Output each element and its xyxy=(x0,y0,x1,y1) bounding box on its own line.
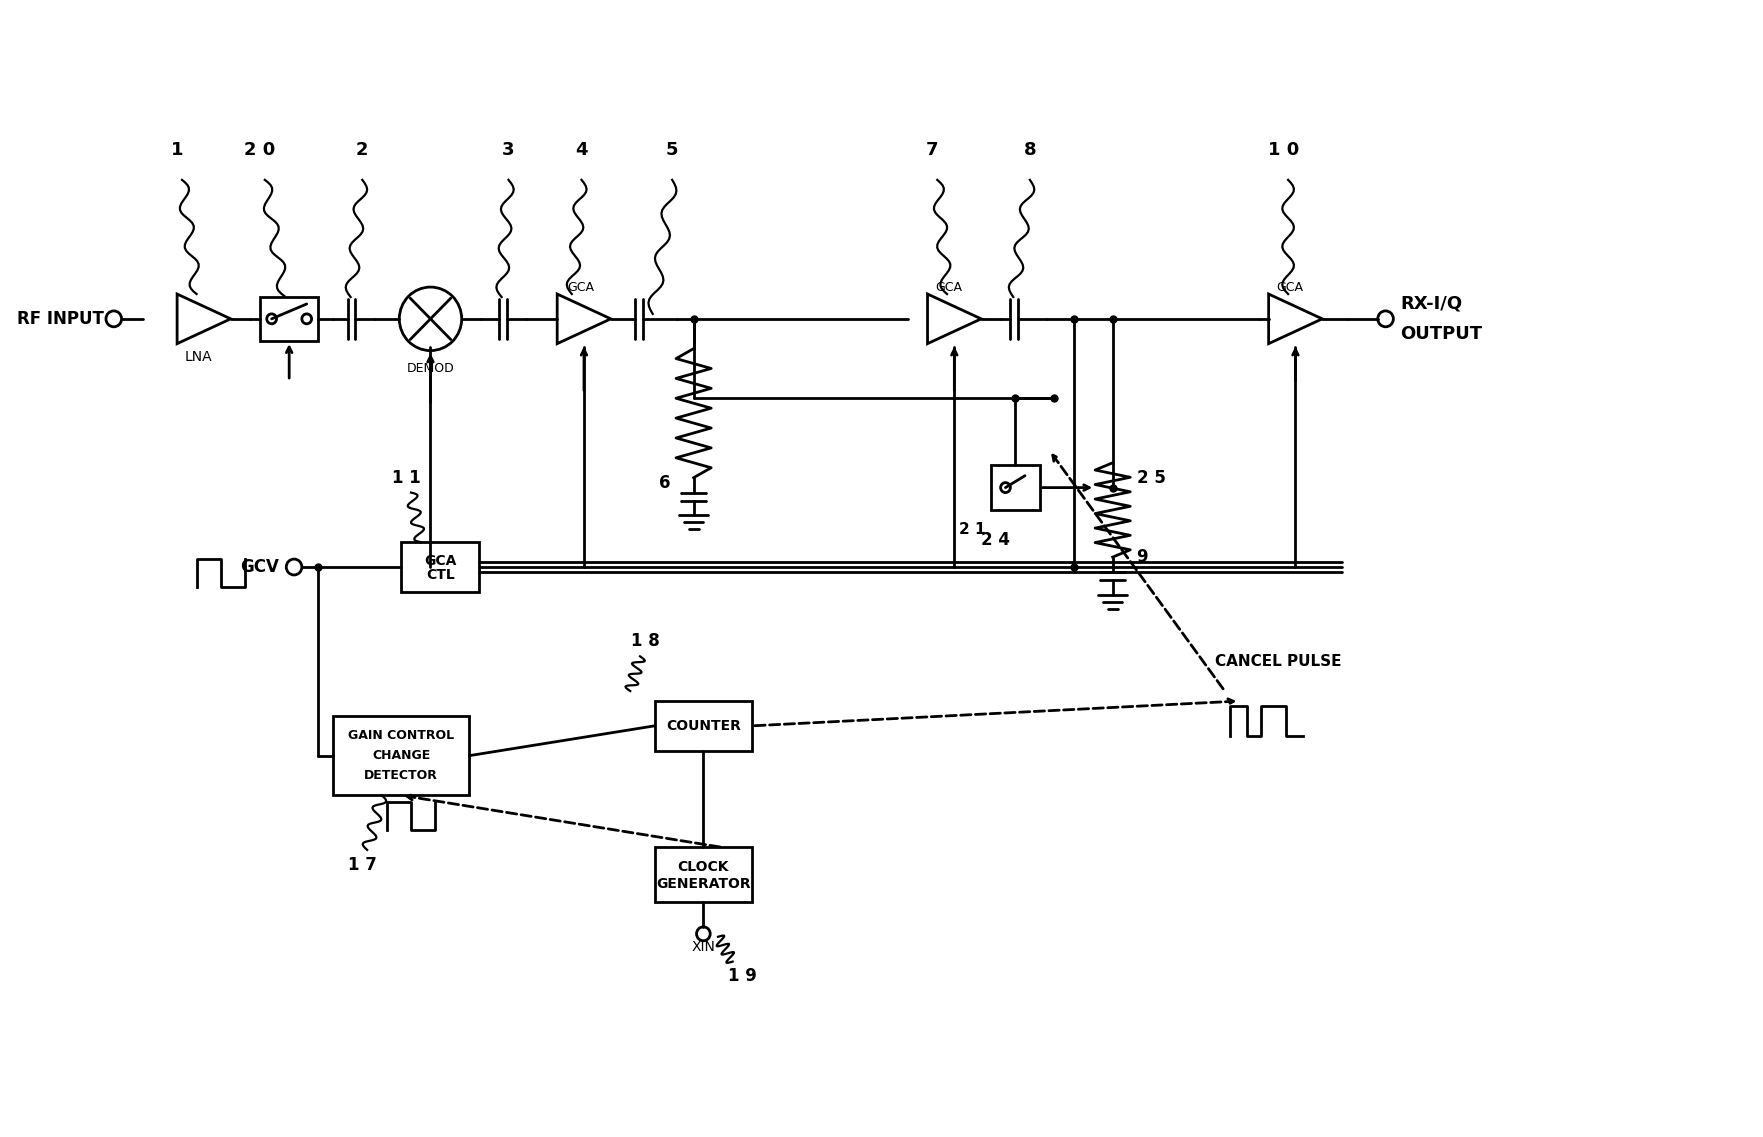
Bar xyxy=(654,847,753,902)
Text: CANCEL PULSE: CANCEL PULSE xyxy=(1215,654,1342,669)
Text: 6: 6 xyxy=(659,474,670,491)
Text: RF INPUT: RF INPUT xyxy=(18,310,104,327)
Text: LNA: LNA xyxy=(185,349,212,364)
Text: 1 8: 1 8 xyxy=(631,632,659,650)
Text: RX-I/Q: RX-I/Q xyxy=(1400,294,1462,313)
Bar xyxy=(991,465,1040,509)
Text: 1 1: 1 1 xyxy=(391,468,421,487)
Text: GENERATOR: GENERATOR xyxy=(656,877,751,890)
Bar xyxy=(654,702,753,750)
Text: 4: 4 xyxy=(575,141,587,159)
Text: CLOCK: CLOCK xyxy=(677,860,730,874)
Text: CTL: CTL xyxy=(427,568,455,582)
Text: 8: 8 xyxy=(1024,141,1037,159)
Text: 1 0: 1 0 xyxy=(1268,141,1299,159)
Text: GCV: GCV xyxy=(240,558,280,576)
Text: DETECTOR: DETECTOR xyxy=(365,769,439,782)
Text: 1 9: 1 9 xyxy=(728,968,756,986)
Text: 9: 9 xyxy=(1135,548,1148,566)
Text: GCA: GCA xyxy=(568,281,594,293)
Text: 2 5: 2 5 xyxy=(1137,468,1165,487)
Text: XIN: XIN xyxy=(691,939,716,954)
Text: 1 7: 1 7 xyxy=(347,856,377,874)
Text: 3: 3 xyxy=(502,141,515,159)
Text: CHANGE: CHANGE xyxy=(372,749,430,762)
Text: 5: 5 xyxy=(666,141,679,159)
Text: DEMOD: DEMOD xyxy=(407,362,455,375)
Text: GCA: GCA xyxy=(1276,281,1303,293)
Bar xyxy=(402,542,480,592)
Text: GAIN CONTROL: GAIN CONTROL xyxy=(349,729,455,742)
Text: 2: 2 xyxy=(356,141,368,159)
Text: OUTPUT: OUTPUT xyxy=(1400,325,1483,342)
Text: 2 1: 2 1 xyxy=(959,522,986,538)
Text: 1: 1 xyxy=(171,141,183,159)
Text: GCA: GCA xyxy=(936,281,963,293)
Text: 7: 7 xyxy=(926,141,938,159)
Text: 2 0: 2 0 xyxy=(245,141,275,159)
Bar xyxy=(333,716,469,795)
Bar xyxy=(259,297,319,341)
Text: 2 4: 2 4 xyxy=(982,531,1010,549)
Text: COUNTER: COUNTER xyxy=(666,719,740,733)
Text: GCA: GCA xyxy=(425,554,457,568)
